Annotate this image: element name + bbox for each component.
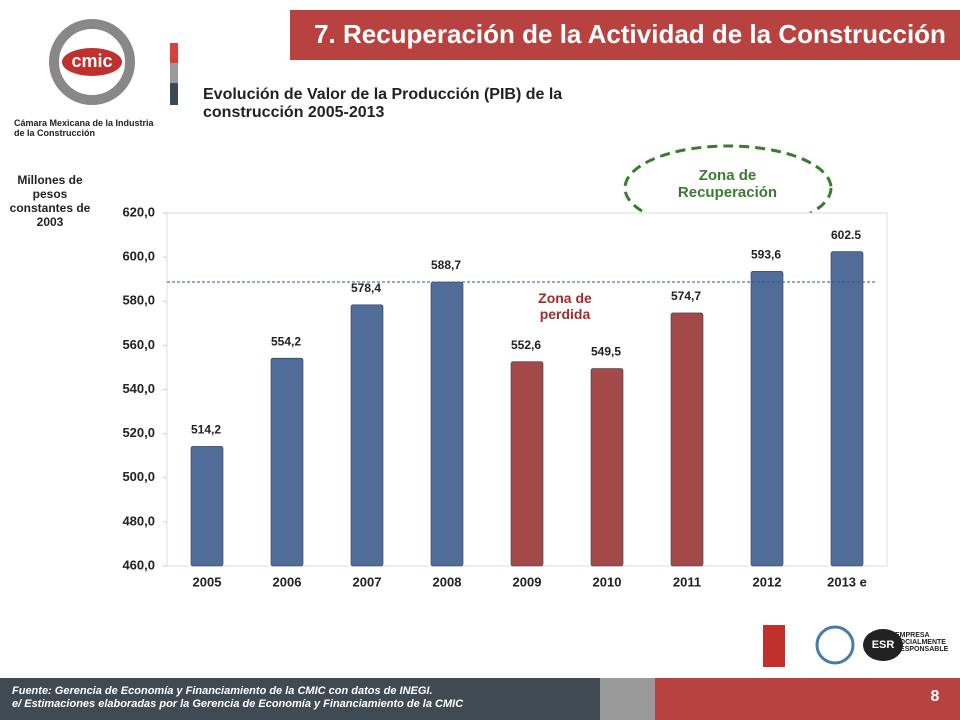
annotation: Zona de Recuperación [677, 167, 778, 201]
footer-note: e/ Estimaciones elaboradas por la Gerenc… [12, 698, 464, 710]
x-tick-label: 2009 [513, 574, 542, 589]
compact-logo [815, 625, 855, 665]
value-label: 574,7 [671, 289, 701, 303]
y-tick-label: 540,0 [122, 381, 155, 396]
footer-band [655, 678, 960, 720]
x-tick-label: 2005 [193, 574, 222, 589]
badge-logo [863, 629, 903, 661]
value-label: 514,2 [191, 423, 221, 437]
y-tick-label: 600,0 [122, 249, 155, 264]
x-tick-label: 2008 [433, 574, 462, 589]
value-label: 549,5 [591, 345, 621, 359]
accent [170, 43, 178, 63]
y-tick-label: 520,0 [122, 425, 155, 440]
bar [430, 281, 464, 567]
value-label: 578,4 [351, 281, 381, 295]
accent [170, 63, 178, 83]
y-axis-label: Millones de pesos constantes de 2003 [9, 173, 91, 229]
logo-text: cmic [71, 51, 112, 71]
value-label: 554,2 [271, 334, 301, 348]
footer-source: Fuente: Gerencia de Economía y Financiam… [12, 685, 433, 697]
x-tick-label: 2011 [673, 574, 701, 589]
badge-text: ESR [872, 639, 895, 651]
logo-oval [62, 48, 122, 76]
x-tick-label: 2012 [753, 574, 782, 589]
cert-logo [763, 625, 785, 667]
accent [170, 83, 178, 105]
bar [350, 304, 384, 567]
x-tick-label: 2006 [273, 574, 302, 589]
logo-caption: Cámara Mexicana de la Industria de la Co… [14, 118, 154, 138]
page-number: 8 [931, 688, 940, 705]
y-tick-label: 480,0 [122, 513, 155, 528]
bar [190, 446, 224, 567]
y-tick-label: 500,0 [122, 469, 155, 484]
chart-subtitle: Evolución de Valor de la Producción (PIB… [203, 86, 563, 121]
value-label: 602.5 [831, 228, 861, 242]
x-tick-label: 2010 [593, 574, 622, 589]
bar [830, 251, 864, 567]
title-band [290, 10, 960, 60]
footer-band [600, 678, 655, 720]
value-label: 593,6 [751, 247, 781, 261]
y-tick-label: 620,0 [122, 204, 155, 219]
bar [270, 357, 304, 567]
bar [590, 368, 624, 567]
x-tick-label: 2007 [353, 574, 382, 589]
bar [670, 312, 704, 567]
badge-caption: EMPRESA SOCIALMENTE RESPONSABLE [895, 632, 949, 653]
slide-title: 7. Recuperación de la Actividad de la Co… [314, 19, 946, 49]
value-label: 552,6 [511, 338, 541, 352]
logo-ring [49, 19, 135, 105]
value-label: 588,7 [431, 258, 461, 272]
footer-band [0, 678, 600, 720]
bar [510, 361, 544, 567]
x-tick-label: 2013 e [827, 574, 867, 589]
bar [750, 270, 784, 567]
y-tick-label: 460,0 [122, 557, 155, 572]
annotation: Zona de perdida [538, 290, 592, 322]
y-tick-label: 580,0 [122, 293, 155, 308]
y-tick-label: 560,0 [122, 337, 155, 352]
